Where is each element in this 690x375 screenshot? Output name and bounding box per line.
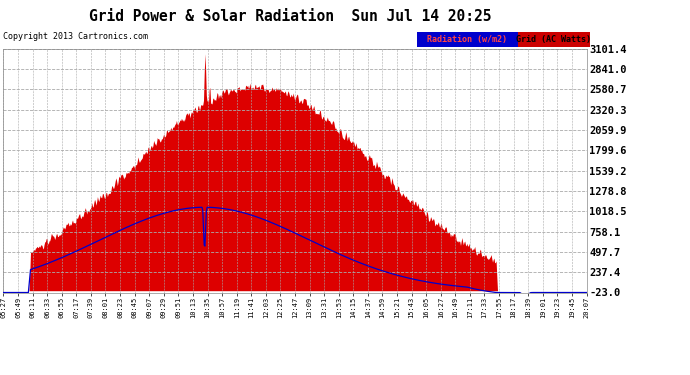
Text: Radiation (w/m2): Radiation (w/m2): [428, 35, 507, 44]
Text: Grid Power & Solar Radiation  Sun Jul 14 20:25: Grid Power & Solar Radiation Sun Jul 14 …: [88, 9, 491, 24]
Text: Grid (AC Watts): Grid (AC Watts): [516, 35, 591, 44]
Text: Copyright 2013 Cartronics.com: Copyright 2013 Cartronics.com: [3, 32, 148, 41]
